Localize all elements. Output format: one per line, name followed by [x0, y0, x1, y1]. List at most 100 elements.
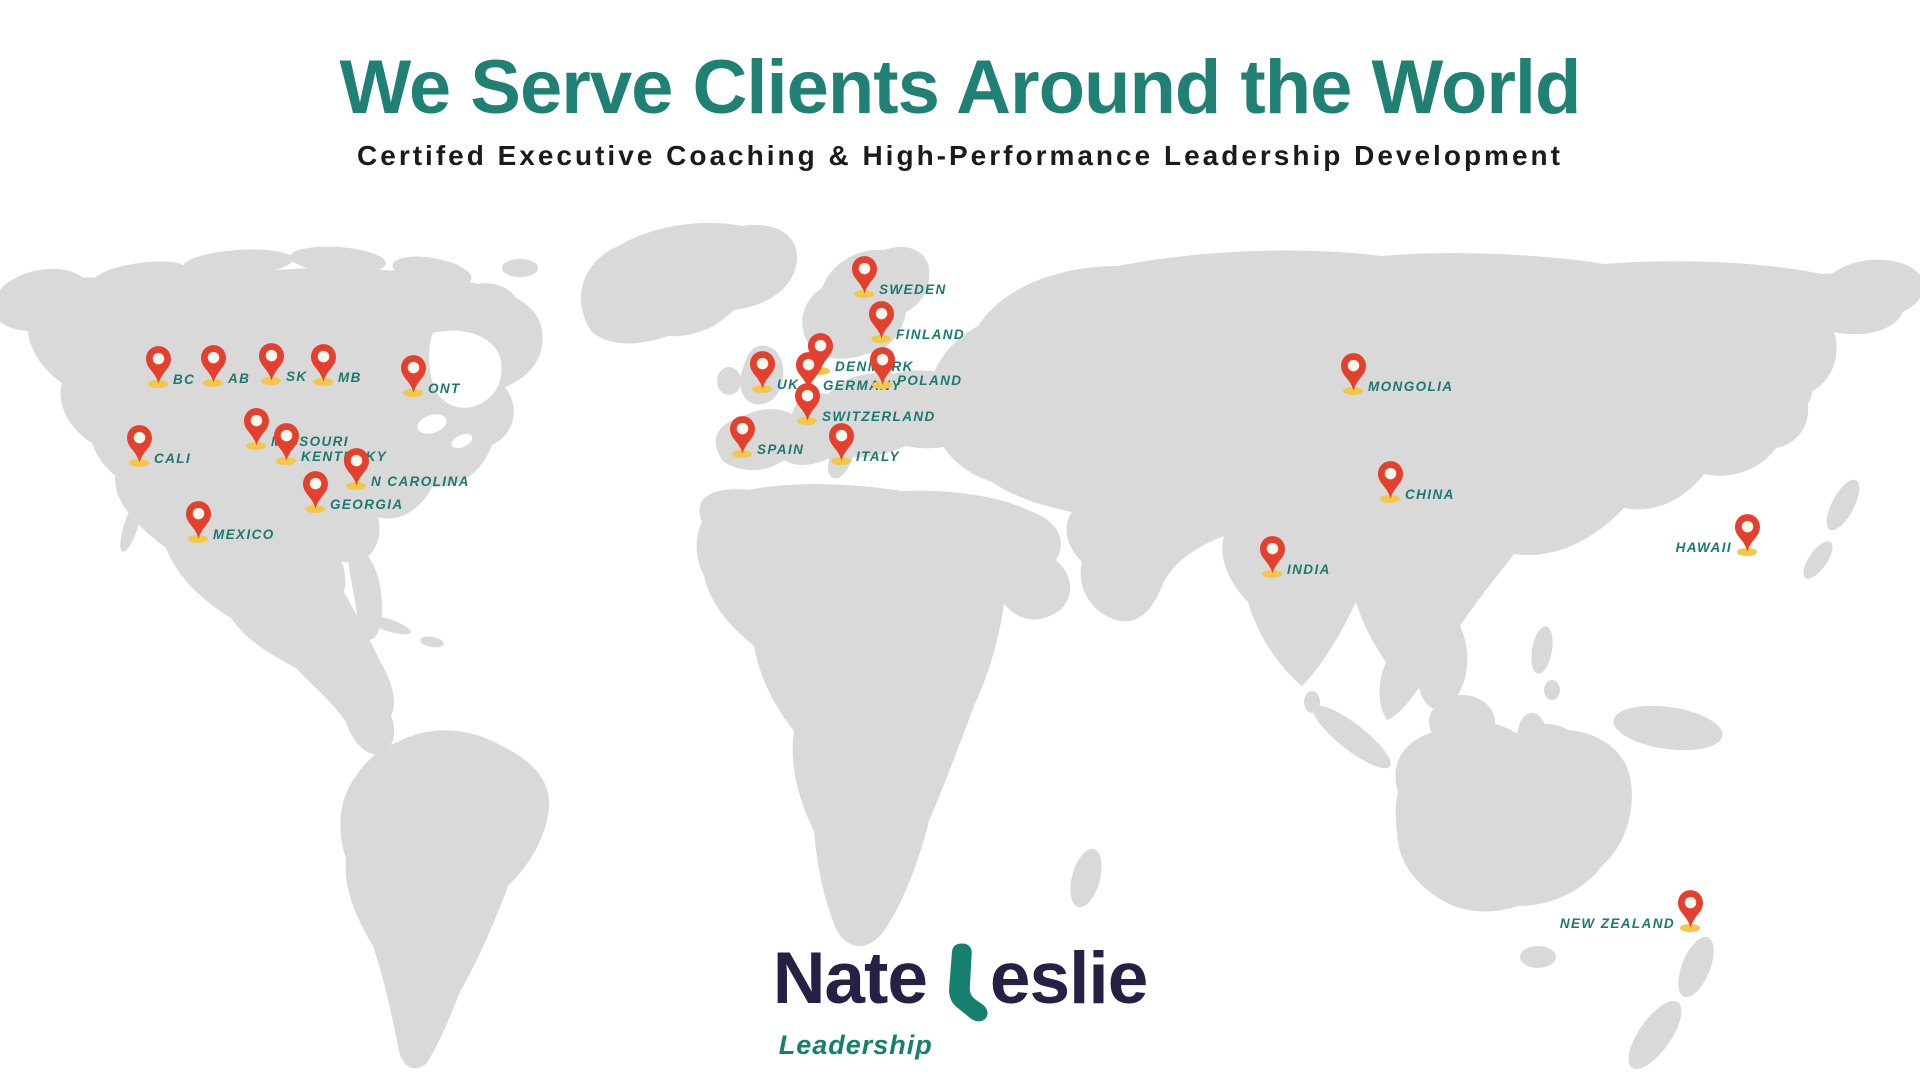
map-pin-label: POLAND — [897, 373, 963, 388]
pin-shadow — [1343, 387, 1363, 395]
map-pin-label: MONGOLIA — [1368, 379, 1454, 394]
location-pin-icon — [1677, 890, 1703, 928]
landmass-arctic-islands — [502, 259, 538, 277]
location-pin-icon — [200, 345, 226, 383]
hudson-bay — [429, 330, 502, 408]
map-pin-label: NEW ZEALAND — [1559, 916, 1675, 931]
landmass-siberia-ne — [1820, 259, 1920, 321]
pin-shadow — [276, 457, 296, 465]
location-pin-icon — [868, 301, 894, 339]
pin-shadow — [188, 535, 208, 543]
landmass-japan — [1826, 479, 1860, 531]
landmass-australia — [1395, 722, 1632, 912]
landmass-new-guinea — [1613, 705, 1723, 751]
great-lakes — [451, 433, 473, 449]
brand-logo: Nate eslie Leadership — [773, 942, 1149, 1061]
location-pin-icon — [400, 355, 426, 393]
map-pin-label: UK — [777, 377, 800, 392]
location-pin-icon — [1259, 536, 1285, 574]
logo-wordmark: Nate eslie — [773, 942, 1148, 1028]
page-title: We Serve Clients Around the World — [339, 45, 1582, 130]
map-pin-label: BC — [173, 372, 196, 387]
location-pin-icon — [869, 347, 895, 385]
landmass-kamchatka — [1787, 344, 1817, 416]
stylized-l-icon — [949, 943, 988, 1022]
landmass-scandinavia — [802, 246, 930, 359]
landmass-iceland — [671, 300, 723, 332]
logo-first-name: Nate — [772, 938, 928, 1019]
landmass-asia — [928, 250, 1903, 720]
map-pin-label: SWEDEN — [879, 282, 947, 297]
location-pin-icon — [1377, 461, 1403, 499]
pin-shadow — [752, 385, 772, 393]
location-pin-icon — [145, 346, 171, 384]
landmass-sumatra — [1313, 705, 1391, 769]
pin-shadow — [148, 380, 168, 388]
location-pin-icon — [273, 423, 299, 461]
map-pin-label: CALI — [154, 451, 192, 466]
location-pin-icon — [795, 352, 821, 390]
landmass-philippines — [1531, 626, 1553, 674]
landmass-europe — [715, 370, 992, 471]
location-pin-icon — [851, 256, 877, 294]
pin-shadow — [261, 377, 281, 385]
pin-shadow — [871, 335, 891, 343]
pin-shadow — [732, 450, 752, 458]
map-pin-label: SPAIN — [757, 442, 805, 457]
pin-shadow — [129, 459, 149, 467]
logo-last-name-rest: eslie — [989, 938, 1148, 1019]
landmass-arctic-islands — [290, 246, 386, 274]
landmass-tasmania — [1520, 946, 1556, 968]
map-pin-label: GEORGIA — [330, 497, 404, 512]
pin-shadow — [403, 389, 423, 397]
great-lakes — [417, 414, 447, 434]
landmass-japan — [1803, 541, 1833, 579]
header: We Serve Clients Around the World Certif… — [0, 48, 1920, 172]
map-pin-label: SWITZERLAND — [822, 409, 936, 424]
landmass-ireland — [717, 367, 741, 395]
map-pin-label: FINLAND — [896, 327, 966, 342]
landmass-nz-south-island — [1628, 1000, 1682, 1070]
map-pin-label: INDIA — [1287, 562, 1331, 577]
location-pin-icon — [794, 383, 820, 421]
pin-shadow — [313, 378, 333, 386]
pin-shadow — [246, 442, 266, 450]
pin-shadow — [346, 482, 366, 490]
pin-shadow — [810, 367, 830, 375]
landmass-greenland — [580, 222, 798, 344]
location-pin-icon — [258, 343, 284, 381]
map-pin-label: SK — [286, 369, 308, 384]
location-pin-icon — [749, 351, 775, 389]
map-pin-label: MB — [338, 370, 362, 385]
location-pin-icon — [126, 425, 152, 463]
pin-shadow — [854, 290, 874, 298]
location-pin-icon — [729, 416, 755, 454]
location-pin-icon — [243, 408, 269, 446]
pin-shadow — [1737, 548, 1757, 556]
location-pin-icon — [302, 471, 328, 509]
page-subtitle: Certifed Executive Coaching & High-Perfo… — [357, 139, 1563, 171]
location-pin-icon — [828, 423, 854, 461]
landmass-hispaniola — [420, 636, 444, 648]
map-pin-label: ONT — [428, 381, 461, 396]
pin-shadow — [203, 379, 223, 387]
location-pin-icon — [807, 333, 833, 371]
location-pin-icon — [343, 448, 369, 486]
map-pin-label: ITALY — [856, 449, 900, 464]
logo-tagline: Leadership — [778, 1030, 933, 1060]
landmass-philippines — [1544, 680, 1560, 700]
map-pin-label: CHINA — [1405, 487, 1455, 502]
landmass-cuba — [365, 615, 411, 635]
pin-shadow — [831, 457, 851, 465]
location-pin-icon — [310, 344, 336, 382]
map-pin-label: HAWAII — [1675, 540, 1732, 555]
map-pin-label: MEXICO — [213, 527, 275, 542]
landmass-south-america — [340, 730, 550, 1069]
pin-shadow — [1680, 924, 1700, 932]
pin-shadow — [1380, 495, 1400, 503]
landmass-madagascar — [1070, 848, 1102, 908]
pin-shadow — [305, 505, 325, 513]
map-pin-label: AB — [228, 371, 251, 386]
